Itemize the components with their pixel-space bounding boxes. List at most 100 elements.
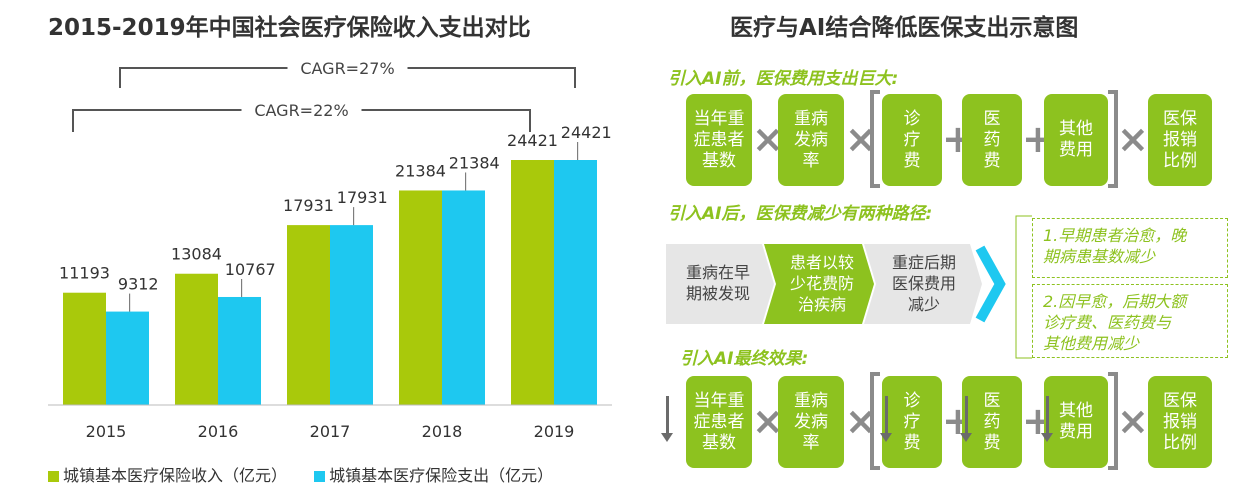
factor-text: 其他 bbox=[1059, 401, 1093, 421]
multiply-icon: × bbox=[1117, 399, 1149, 443]
path-text: 重病在早 bbox=[685, 263, 750, 282]
factor-other-fee-final: 其他 费用 bbox=[1044, 376, 1108, 468]
path-step-reduced-cost-bg bbox=[864, 244, 982, 324]
factor-text: 医 bbox=[983, 108, 1001, 129]
factor-treatment-fee: 诊疗费 bbox=[882, 94, 942, 186]
outcome-text: 其他费用减少 bbox=[1043, 334, 1140, 353]
path-text: 少花费防 bbox=[789, 274, 854, 293]
factor-text: 药 bbox=[983, 129, 1001, 150]
path-step-early-detection: 重病在早 期被发现 bbox=[672, 262, 764, 304]
bar-expense bbox=[554, 160, 597, 405]
outcome-bracket-line bbox=[1015, 215, 1032, 359]
factor-incidence-rate: 重病 发病率 bbox=[778, 94, 844, 186]
legend-expense-label: 城镇基本医疗保险支出（亿元） bbox=[329, 466, 554, 485]
factor-text: 基数 bbox=[702, 150, 736, 171]
factor-text: 疗 bbox=[903, 411, 921, 432]
cagr-22-label: CAGR=22% bbox=[254, 101, 348, 120]
factor-text: 医保 bbox=[1163, 108, 1197, 129]
diagram-title: 医疗与AI结合降低医保支出示意图 bbox=[730, 15, 1079, 41]
data-label-expense: 9312 bbox=[118, 275, 159, 294]
factor-text: 费 bbox=[903, 150, 921, 171]
data-label-income: 11193 bbox=[59, 264, 110, 283]
factor-text: 率 bbox=[802, 150, 820, 171]
section-before-label: 引入AI前，医保费用支出巨大: bbox=[668, 69, 899, 89]
factor-drug-fee: 医药费 bbox=[962, 94, 1022, 186]
data-label-expense: 10767 bbox=[225, 260, 276, 279]
section-after-label: 引入AI后，医保费减少有两种路径: bbox=[668, 204, 933, 224]
legend-expense-swatch bbox=[314, 471, 326, 482]
path-step-reduced-cost: 重症后期 医保费用 减少 bbox=[876, 252, 972, 315]
bar-income bbox=[511, 160, 554, 405]
chart-legend: 城镇基本医疗保险收入（亿元） 城镇基本医疗保险支出（亿元） bbox=[48, 462, 575, 486]
factor-text: 症患者 bbox=[693, 411, 745, 432]
bar-income bbox=[175, 273, 218, 405]
legend-income-swatch bbox=[48, 471, 59, 482]
factor-patient-base: 当年重 症患者 基数 bbox=[686, 94, 752, 186]
factor-reimbursement-ratio-final: 医保 报销 比例 bbox=[1148, 376, 1212, 468]
data-label-expense: 21384 bbox=[449, 153, 500, 172]
outcome-reduced-fees: 2.因早愈，后期大额 诊疗费、医药费与 其他费用减少 bbox=[1032, 284, 1228, 358]
factor-text: 基数 bbox=[702, 432, 736, 453]
bar-income bbox=[287, 225, 330, 405]
factor-text: 费用 bbox=[1059, 140, 1093, 160]
bar-expense bbox=[218, 296, 261, 405]
factor-text: 费用 bbox=[1059, 422, 1093, 442]
factor-text: 疗 bbox=[903, 129, 921, 150]
path-flow bbox=[666, 244, 1006, 324]
data-label-expense: 24421 bbox=[561, 123, 612, 142]
x-tick-label: 2017 bbox=[310, 422, 351, 441]
factor-treatment-fee-final: 诊疗费 bbox=[882, 376, 942, 468]
down-arrow-icon bbox=[661, 396, 673, 442]
factor-text: 当年重 bbox=[693, 390, 745, 411]
data-label-income: 24421 bbox=[507, 131, 558, 150]
factor-text: 医 bbox=[983, 390, 1001, 411]
outcome-early-cure: 1.早期患者治愈，晚 期病患基数减少 bbox=[1032, 218, 1228, 278]
left-bracket bbox=[870, 90, 880, 188]
cagr-27-label: CAGR=27% bbox=[300, 59, 394, 78]
factor-text: 当年重 bbox=[693, 108, 745, 129]
outcome-connector bbox=[1015, 215, 1032, 359]
path-text: 治疾病 bbox=[797, 295, 846, 314]
outcome-text: 1.早期患者治愈，晚 bbox=[1043, 226, 1187, 245]
legend-income-label: 城镇基本医疗保险收入（亿元） bbox=[63, 466, 288, 485]
factor-text: 重病 bbox=[794, 108, 828, 129]
outcome-text: 诊疗费、医药费与 bbox=[1043, 313, 1172, 332]
factor-text: 药 bbox=[983, 411, 1001, 432]
path-text: 期被发现 bbox=[685, 284, 750, 303]
factor-text: 报销 bbox=[1163, 411, 1197, 432]
factor-text: 发病 bbox=[794, 129, 828, 150]
path-text: 患者以较 bbox=[789, 253, 854, 272]
right-bracket bbox=[1108, 372, 1118, 470]
path-step-low-cost: 患者以较少花费防治疾病 bbox=[776, 252, 868, 315]
factor-text: 诊 bbox=[903, 390, 921, 411]
factor-text: 报销 bbox=[1163, 129, 1197, 150]
factor-text: 比例 bbox=[1163, 150, 1197, 171]
bar-expense bbox=[442, 190, 485, 405]
cagr-22-line-right bbox=[361, 109, 531, 132]
path-step-low-cost-bg bbox=[764, 244, 874, 324]
data-label-income: 13084 bbox=[171, 245, 222, 264]
data-label-income: 17931 bbox=[283, 196, 334, 215]
factor-text: 重病 bbox=[794, 390, 828, 411]
outcome-text: 2.因早愈，后期大额 bbox=[1043, 292, 1187, 311]
down-arrow-icon bbox=[1041, 396, 1053, 442]
down-arrow-icon bbox=[960, 396, 972, 442]
cagr-27-line-left bbox=[119, 67, 288, 88]
factor-text: 率 bbox=[802, 432, 820, 453]
right-bracket bbox=[1108, 90, 1118, 188]
factor-text: 发病 bbox=[794, 411, 828, 432]
outcome-text: 期病患基数减少 bbox=[1043, 247, 1156, 266]
data-label-income: 21384 bbox=[395, 161, 446, 180]
chevron-right-icon bbox=[975, 245, 1006, 323]
factor-incidence-rate-final: 重病 发病率 bbox=[778, 376, 844, 468]
bar-expense bbox=[330, 225, 373, 405]
chart-title: 2015-2019年中国社会医疗保险收入支出对比 bbox=[48, 15, 531, 41]
factor-text: 费 bbox=[903, 432, 921, 453]
data-label-expense: 17931 bbox=[337, 188, 388, 207]
factor-text: 症患者 bbox=[693, 129, 745, 150]
x-tick-label: 2015 bbox=[86, 422, 127, 441]
multiply-icon: × bbox=[1117, 117, 1149, 161]
path-step-early-detection-bg bbox=[666, 244, 774, 324]
factor-text: 比例 bbox=[1163, 432, 1197, 453]
